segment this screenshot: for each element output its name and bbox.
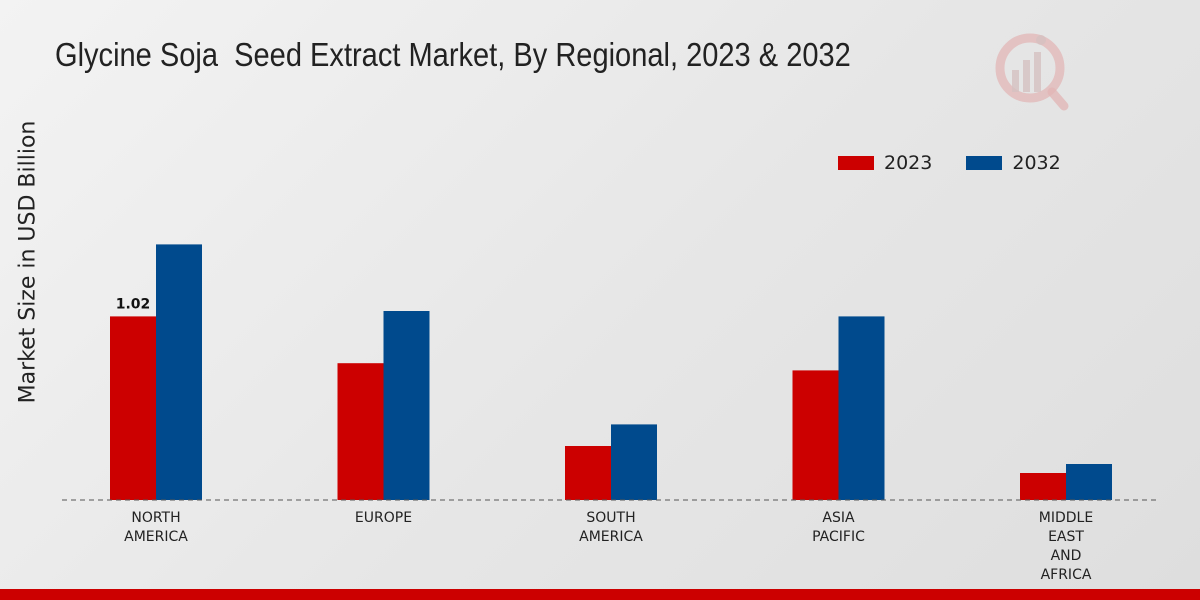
brand-logo-icon <box>995 33 1069 111</box>
bar-2023-3 <box>792 370 839 500</box>
bar-2023-4 <box>1020 473 1066 500</box>
x-tick-label-0-0: NORTH <box>131 510 180 526</box>
chart-title: Glycine Soja Seed Extract Market, By Reg… <box>55 36 851 73</box>
bar-2023-2 <box>565 446 611 500</box>
x-tick-label-2-1: AMERICA <box>579 529 643 545</box>
bar-2032-2 <box>611 424 657 500</box>
legend-swatch-2032 <box>966 156 1003 170</box>
x-tick-label-2-0: SOUTH <box>586 510 635 526</box>
bar-2023-1 <box>337 363 384 500</box>
bar-2032-3 <box>838 316 885 500</box>
x-tick-label-4-1: EAST <box>1048 529 1084 545</box>
legend-item-2032: 2032 <box>966 152 1061 174</box>
legend: 2023 2032 <box>838 152 1095 174</box>
x-tick-label-0-1: AMERICA <box>124 529 188 545</box>
bar-2032-0 <box>156 244 202 500</box>
data-label-2023-0: 1.02 <box>116 296 151 312</box>
x-tick-label-4-0: MIDDLE <box>1039 510 1093 526</box>
footer-bar <box>0 589 1200 600</box>
bar-2023-0 <box>110 316 156 500</box>
legend-item-2023: 2023 <box>838 152 932 174</box>
bar-2032-4 <box>1066 464 1112 500</box>
x-tick-label-4-3: AFRICA <box>1041 567 1092 583</box>
x-tick-label-1-0: EUROPE <box>355 510 412 526</box>
bar-2032-1 <box>383 311 430 500</box>
legend-label-2032: 2032 <box>1012 152 1061 174</box>
legend-swatch-2023 <box>838 156 874 170</box>
x-tick-label-4-2: AND <box>1051 548 1082 564</box>
x-tick-label-3-1: PACIFIC <box>812 529 865 545</box>
legend-label-2023: 2023 <box>884 152 933 174</box>
x-tick-label-3-0: ASIA <box>822 510 855 526</box>
